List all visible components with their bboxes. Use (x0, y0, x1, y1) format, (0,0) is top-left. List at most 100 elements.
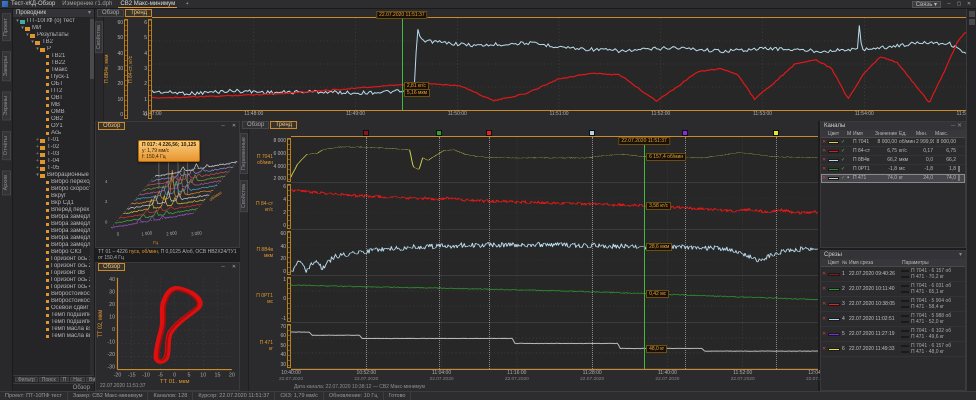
toolbar-item-2[interactable]: Замеры (1, 51, 11, 82)
y-axis-scale-bar[interactable] (287, 184, 291, 229)
slices-panel-icons[interactable]: ▾ (958, 252, 962, 258)
right-edge-strip[interactable] (966, 9, 976, 391)
remove-channel-icon[interactable]: ✕ (822, 148, 827, 154)
right-strip-icon-2[interactable] (968, 19, 975, 25)
tree-item[interactable]: Тмакс (13, 67, 94, 74)
top-chart-tab-Обзор[interactable]: Обзор (97, 9, 125, 17)
tree-item[interactable]: ▾Вибрационные параметры (36, 172, 94, 178)
remove-slice-icon[interactable]: ✕ (822, 316, 827, 322)
remove-channel-icon[interactable]: ✕ (822, 139, 827, 145)
tree-item[interactable]: ОВТ (13, 95, 94, 102)
orbit-minimize-icon[interactable]: ─ (221, 264, 225, 270)
tree-item[interactable]: Вибра замедление (13, 228, 94, 235)
tree-item[interactable]: Темп подшипника 2 (13, 319, 94, 326)
new-tab-button[interactable]: + (185, 1, 189, 7)
tree-item[interactable]: Горизонт ось 4 (13, 284, 94, 291)
explorer-mini-tab-4[interactable]: Нас (70, 377, 86, 383)
slice-row-2[interactable]: ✕ 2 22.07.2020 10:11:40 П 7041 · 6 031 об П … (821, 282, 965, 297)
waterfall-tab[interactable]: Обзор (98, 122, 126, 130)
tree-item[interactable]: Вибростойкость опора (13, 298, 94, 305)
document-tab-1[interactable]: Измерение г1.dph (62, 1, 113, 7)
channel-row-П 84-ст[interactable]: ✕ ✓ П 84-ст 6,75 кг/с 0,17 6,75 (821, 147, 965, 156)
strip-2-П 84-ст[interactable] (291, 183, 818, 230)
strip-chart-tab-Обзор[interactable]: Обзор (242, 121, 270, 129)
tree-item[interactable]: Темп масла выход (13, 333, 94, 340)
tree-item[interactable]: ОМВ (13, 109, 94, 116)
tree-item[interactable]: Вибро переход, пост. (13, 179, 94, 186)
toolbar-item-3[interactable]: Экраны (1, 91, 11, 121)
close-icon[interactable]: ✕ (966, 1, 972, 7)
tree-item[interactable]: Вибра замедление 3 (13, 221, 94, 228)
strip-chart-side-tab-1[interactable]: Переменные (240, 133, 248, 175)
tree-item[interactable]: Вперед перех, другой (13, 207, 94, 214)
tree-item[interactable]: Горизонт dB (13, 270, 94, 277)
tree-item[interactable]: Вибро СКЗ (13, 249, 94, 256)
strip-chart-side-tab-2[interactable]: Свойства (240, 180, 248, 213)
y-axis-scale-bar[interactable] (124, 19, 128, 119)
slice-row-1[interactable]: ✕ 1 22.07.2020 09:40:26 П 7041 · 6 157 об П … (821, 267, 965, 282)
strip-1-П 7041[interactable] (291, 137, 818, 184)
y-axis-scale-bar[interactable] (287, 323, 291, 369)
y-axis-scale-bar[interactable] (287, 138, 291, 183)
channel-checkbox[interactable]: ✓ (841, 148, 846, 154)
tree-item[interactable]: Вибра замедление 4 (13, 235, 94, 242)
strip-4-П 0РТ1[interactable] (291, 276, 818, 323)
strip-5-П 471[interactable] (291, 322, 818, 370)
tree-item[interactable]: Вкр Сд1 (13, 200, 94, 207)
slice-marker-6[interactable] (772, 130, 779, 136)
tree-item[interactable]: Вибро скорость, среднекв. (13, 186, 94, 193)
tree-item[interactable]: Горизонт ось 3 (13, 277, 94, 284)
tree-item[interactable]: Вибра замедление 5 (13, 242, 94, 249)
slice-marker-3[interactable] (486, 130, 493, 136)
channel-row-П 8В4в[interactable]: ✕ ✓ П 8В4в 66,2 мкм 0,0 66,2 (821, 156, 965, 165)
tree-item[interactable]: ▾ Результаты (26, 32, 69, 38)
slice-marker-1[interactable] (363, 130, 370, 136)
channel-checkbox[interactable]: ✓ (841, 157, 846, 163)
remove-slice-icon[interactable]: ✕ (822, 331, 827, 337)
tree-item[interactable]: + Т-02 (36, 144, 60, 150)
y-axis-scale-bar[interactable] (287, 277, 291, 322)
tree-item[interactable]: МВ (13, 102, 94, 109)
tree-item[interactable]: Вкруг (13, 193, 94, 200)
tree-item[interactable]: ▾ Р (36, 46, 52, 52)
tree-item[interactable]: Горизонт ось 2 (13, 263, 94, 270)
top-chart-side-tab[interactable]: Свойства (95, 21, 103, 54)
channel-flag-checkbox[interactable] (958, 175, 960, 181)
tree-item[interactable]: ТВ22 (13, 60, 94, 67)
waterfall-plot-area[interactable]: П 017: 4 226,56; 10,125 y: 1,79 мм/с f: … (96, 130, 239, 247)
top-chart-cursor[interactable] (401, 18, 403, 110)
tree-item[interactable]: ПТ2 (13, 88, 94, 95)
remove-slice-icon[interactable]: ✕ (822, 271, 827, 277)
tree-item[interactable]: Ась (13, 130, 94, 137)
tree-item[interactable]: ▾ ПТ-10ПФ (о) тест (16, 18, 75, 24)
maximize-icon[interactable]: ▢ (956, 1, 962, 7)
explorer-mini-tab-2[interactable]: Поиск (38, 377, 59, 383)
tree-item[interactable]: + Т-04 (36, 158, 60, 164)
top-chart-plot-area[interactable]: 22.07.2020 11:51:37 5,16 мкм 2,81 кг/с (152, 11, 966, 110)
toolbar-item-4[interactable]: Отчёты (1, 130, 11, 161)
tree-item[interactable]: ОБТ (13, 81, 94, 88)
tree-item[interactable]: Вибра замедление 2 (13, 214, 94, 221)
tree-item[interactable]: + Т-05 (36, 165, 60, 171)
channel-row-П 0РТ1[interactable]: ✕ ✓ П 0РТ1 -1,8 мс -1,8 1,8 (821, 165, 965, 174)
tree-item[interactable]: Горизонт ось 1 (13, 256, 94, 263)
tree-item[interactable]: Осевой сдвиг (13, 305, 94, 312)
tree-item[interactable]: + Т-01 (36, 137, 60, 143)
remove-channel-icon[interactable]: ✕ (822, 157, 827, 163)
document-tab-2[interactable]: СВ2 Макс-минимум (116, 0, 179, 8)
channel-flag-checkbox[interactable] (958, 166, 960, 172)
remove-slice-icon[interactable]: ✕ (822, 286, 827, 292)
top-chart-tab-Тренд[interactable]: Тренд (125, 9, 153, 17)
slice-row-4[interactable]: ✕ 4 22.07.2020 11:02:51 П 7041 · 5 988 об П … (821, 312, 965, 327)
y-axis-scale-bar[interactable] (287, 230, 291, 276)
tree-item[interactable]: ТВ21 (13, 53, 94, 60)
tree-item[interactable]: Вибростойкость корпус (13, 291, 94, 298)
channel-row-П 7041[interactable]: ✕ ✓ П 7041 8 000,00 об/мин 2 999,99 8 000,00 (821, 138, 965, 147)
remove-channel-icon[interactable]: ✕ (822, 175, 827, 181)
tree-item[interactable]: Темп подшипника 1 (13, 312, 94, 319)
remove-slice-icon[interactable]: ✕ (822, 301, 827, 307)
slice-marker-2[interactable] (435, 130, 442, 136)
orbit-plot-area[interactable]: 40 30 20 10 0 -10 -20 -30 -20 -15 -10 -5 0 5 10 15 20 ТТ … (96, 271, 239, 383)
explorer-collapse-icon[interactable]: ▾ (87, 10, 91, 16)
tree-item[interactable]: Пуск-1 (13, 74, 94, 81)
